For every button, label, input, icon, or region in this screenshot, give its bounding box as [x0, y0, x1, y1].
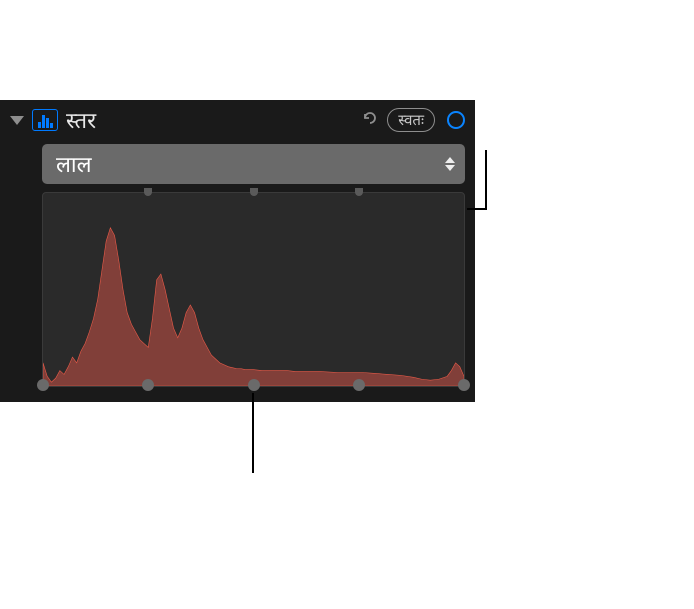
levels-slider-handle-0[interactable] [37, 379, 49, 394]
levels-slider-handle-4[interactable] [458, 379, 470, 394]
channel-dropdown[interactable]: लाल [42, 144, 465, 184]
undo-icon[interactable] [361, 109, 379, 132]
levels-slider-handle-3[interactable] [353, 379, 365, 394]
histogram-plot [43, 193, 464, 386]
callout-line-histogram [252, 393, 254, 473]
quarter-tick [144, 188, 152, 196]
histogram [42, 192, 465, 387]
panel-header: स्तर स्वतः [0, 100, 475, 140]
quarter-tick [355, 188, 363, 196]
disclosure-triangle-icon[interactable] [10, 116, 24, 125]
active-indicator-icon[interactable] [447, 111, 465, 129]
levels-slider-handle-1[interactable] [142, 379, 154, 394]
levels-slider-handle-2[interactable] [248, 379, 260, 394]
quarter-tick [250, 188, 258, 196]
updown-chevron-icon [439, 157, 461, 171]
callout-line-dropdown [485, 150, 487, 210]
auto-button[interactable]: स्वतः [387, 108, 435, 132]
panel-title: स्तर [66, 105, 353, 135]
levels-panel: स्तर स्वतः लाल [0, 100, 475, 402]
levels-icon[interactable] [32, 109, 58, 131]
dropdown-selected-label: लाल [56, 149, 439, 179]
